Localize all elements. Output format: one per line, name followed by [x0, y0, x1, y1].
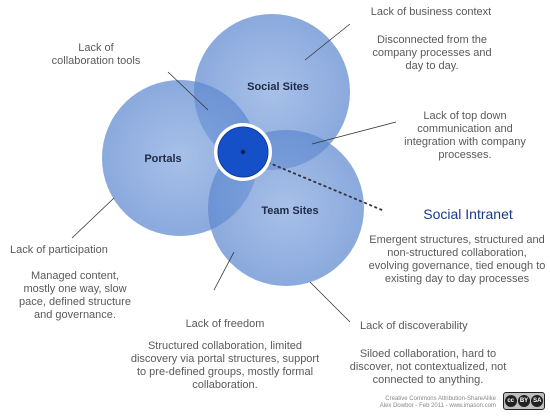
lack-participation-text: Lack of participation [10, 244, 108, 256]
footer-license-line: Creative Commons Attribution-ShareAlike [385, 396, 496, 402]
share-alike-icon: SA [531, 395, 544, 407]
footer-credits: Creative Commons Attribution-ShareAlike … [330, 396, 496, 410]
managed-content-text: Managed content, mostly one way, slow pa… [19, 270, 131, 321]
social-intranet-title: Social Intranet [423, 206, 513, 222]
pointer-line-collab [167, 71, 209, 111]
pointer-line-freedom [213, 251, 235, 291]
footer-author-line: Alex Dowbor - Feb 2011 - www.imason.com [379, 403, 496, 409]
social-sites-label: Social Sites [247, 81, 309, 93]
lack-discoverability-text: Lack of discoverability [360, 320, 468, 332]
social-intranet-description: Emergent structures, structured and non-… [368, 234, 546, 285]
lack-freedom-text: Lack of freedom [185, 318, 265, 330]
structured-collab-text: Structured collaboration, limited discov… [130, 340, 320, 391]
team-sites-label: Team Sites [261, 205, 318, 217]
disconnected-text: Disconnected from the company processes … [372, 34, 492, 72]
pointer-line-participation [71, 197, 115, 239]
pointer-line-topdown [311, 121, 397, 145]
attribution-icon: BY [517, 395, 530, 407]
pointer-line-discoverability [309, 281, 351, 323]
portals-label: Portals [144, 153, 181, 165]
center-dot [240, 149, 246, 155]
lack-collab-tools-text: Lack of collaboration tools [51, 42, 141, 67]
lack-top-down-text: Lack of top down communication and integ… [404, 110, 526, 161]
lack-business-context-text: Lack of business context [370, 6, 492, 18]
cc-icon: cc [504, 395, 517, 407]
pointer-line-business [304, 23, 351, 61]
siloed-text: Siloed collaboration, hard to discover, … [349, 348, 507, 386]
cc-license-badge: cc BY SA [503, 392, 545, 410]
